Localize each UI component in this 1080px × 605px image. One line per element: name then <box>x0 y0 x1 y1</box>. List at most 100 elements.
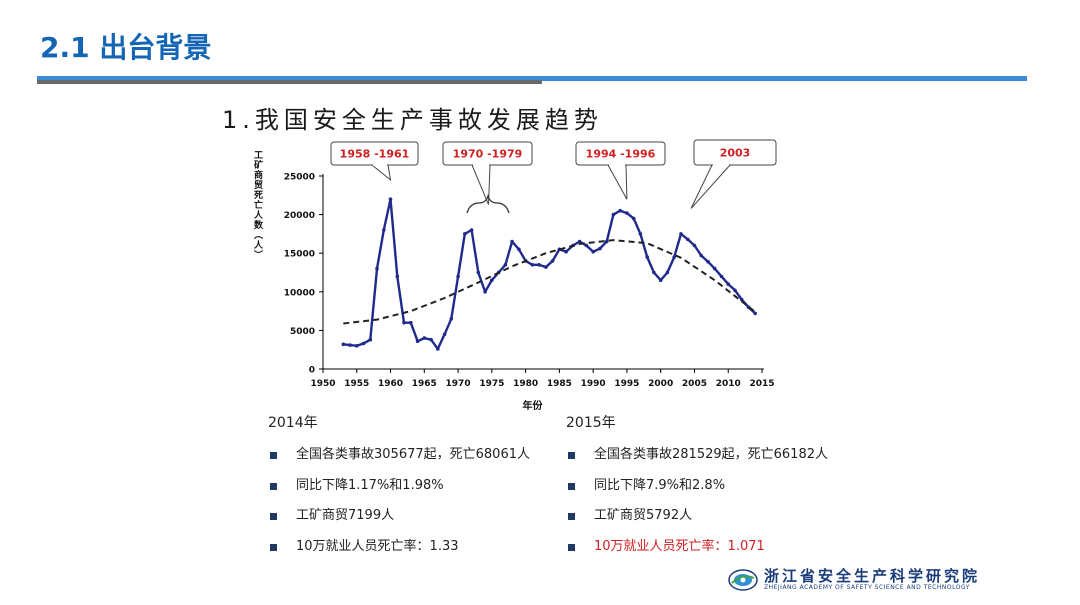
data-point <box>712 266 717 271</box>
x-tick-label: 2005 <box>682 379 707 389</box>
y-axis-label: 工矿商贸死亡人数（人） <box>252 150 264 260</box>
logo-name-cn: 浙江省安全生产科学研究院 <box>764 567 981 585</box>
x-tick-label: 1995 <box>614 379 639 389</box>
stats-item-highlight: 10万就业人员死亡率：1.071 <box>566 538 828 569</box>
stats-year: 2015年 <box>566 415 616 431</box>
data-point <box>368 337 373 342</box>
stats-item: 同比下降7.9%和2.8% <box>566 477 828 508</box>
stats-2014: 2014年 全国各类事故305677起，死亡68061人 同比下降1.17%和1… <box>268 412 530 568</box>
data-point <box>463 232 467 236</box>
x-tick-label: 2010 <box>716 379 741 389</box>
data-point <box>375 266 379 271</box>
y-tick-label: 20000 <box>284 211 315 221</box>
y-tick-label: 5000 <box>290 327 315 337</box>
data-point <box>395 274 400 279</box>
data-point <box>645 255 649 259</box>
callout-pointer <box>690 164 731 209</box>
header-divider <box>37 76 1027 81</box>
data-point <box>584 243 589 248</box>
data-point <box>604 239 609 244</box>
data-point <box>469 228 474 232</box>
data-point <box>476 270 481 275</box>
data-point <box>726 282 730 286</box>
callout: 1958 -1961 <box>330 141 419 182</box>
globe-logo-icon <box>728 569 758 591</box>
x-tick-label: 1960 <box>378 379 403 389</box>
callout-label: 1958 -1961 <box>340 148 410 161</box>
data-point <box>564 249 568 254</box>
callout-pointer <box>471 164 491 205</box>
data-point <box>348 343 352 347</box>
data-point <box>665 270 670 275</box>
data-point <box>422 336 427 340</box>
x-tick-label: 1955 <box>344 379 369 389</box>
x-tick-label: 1990 <box>581 379 606 389</box>
callout: 1994 -1996 <box>575 141 666 200</box>
y-tick-label: 25000 <box>284 173 315 183</box>
x-tick-label: 1975 <box>479 379 504 389</box>
x-tick-label: 1970 <box>446 379 471 389</box>
data-point <box>739 297 744 302</box>
trend-line <box>343 239 756 325</box>
data-point <box>733 288 737 293</box>
data-point <box>652 270 656 275</box>
callout-label: 1970 -1979 <box>453 148 523 161</box>
stats-item: 全国各类事故281529起，死亡66182人 <box>566 446 828 477</box>
x-tick-label: 2015 <box>749 379 774 389</box>
stats-year: 2014年 <box>268 415 318 431</box>
x-tick-label: 1965 <box>412 379 437 389</box>
y-tick-label: 15000 <box>284 250 315 260</box>
data-point <box>753 311 757 316</box>
x-tick-label: 1950 <box>310 379 335 389</box>
logo-name-en: ZHEJIANG ACADEMY OF SAFETY SCIENCE AND T… <box>764 584 970 591</box>
data-point <box>719 274 724 279</box>
callout: 1970 -1979 <box>442 141 533 205</box>
data-point <box>631 216 636 221</box>
callout: 2003 <box>690 139 777 209</box>
x-tick-label: 1980 <box>513 379 538 389</box>
slide-title: 2.1 出台背景 <box>40 31 212 64</box>
callout-pointer <box>371 164 392 182</box>
x-axis-label: 年份 <box>523 399 544 412</box>
data-point <box>598 246 602 251</box>
callout-pointer <box>607 164 628 200</box>
data-point <box>591 249 595 254</box>
data-point <box>382 228 386 232</box>
data-point <box>672 255 676 259</box>
data-point <box>544 265 548 269</box>
y-tick-label: 0 <box>309 366 315 376</box>
data-point <box>483 290 487 294</box>
data-point <box>611 212 616 217</box>
stats-item: 工矿商贸7199人 <box>268 507 530 538</box>
data-point <box>341 342 346 347</box>
data-point <box>699 253 703 258</box>
data-point <box>361 341 366 346</box>
data-point <box>442 332 447 337</box>
data-point <box>456 274 460 279</box>
header-divider-accent <box>37 80 542 84</box>
stats-item: 10万就业人员死亡率：1.33 <box>268 538 530 569</box>
data-point <box>415 339 420 344</box>
data-point <box>436 347 440 351</box>
series-line <box>343 197 757 351</box>
data-point <box>510 239 514 244</box>
chart-title: 1.我国安全生产事故发展趋势 <box>222 106 603 134</box>
institute-logo: 浙江省安全生产科学研究院 ZHEJIANG ACADEMY OF SAFETY … <box>728 568 980 592</box>
data-point <box>449 317 454 321</box>
stats-2015: 2015年 全国各类事故281529起，死亡66182人 同比下降7.9%和2.… <box>566 412 828 568</box>
stats-item: 全国各类事故305677起，死亡68061人 <box>268 446 530 477</box>
callout-label: 2003 <box>720 147 751 160</box>
callout-label: 1994 -1996 <box>586 148 656 161</box>
data-point <box>638 232 643 236</box>
data-point <box>706 259 710 264</box>
data-point <box>355 344 359 348</box>
x-tick-label: 1985 <box>547 379 572 389</box>
data-point <box>577 239 582 244</box>
data-point <box>490 278 494 283</box>
data-point <box>503 263 508 267</box>
data-point <box>618 208 622 213</box>
range-brace <box>466 193 510 214</box>
callout-box <box>693 139 777 166</box>
data-point <box>402 320 406 325</box>
x-tick-label: 2000 <box>648 379 673 389</box>
